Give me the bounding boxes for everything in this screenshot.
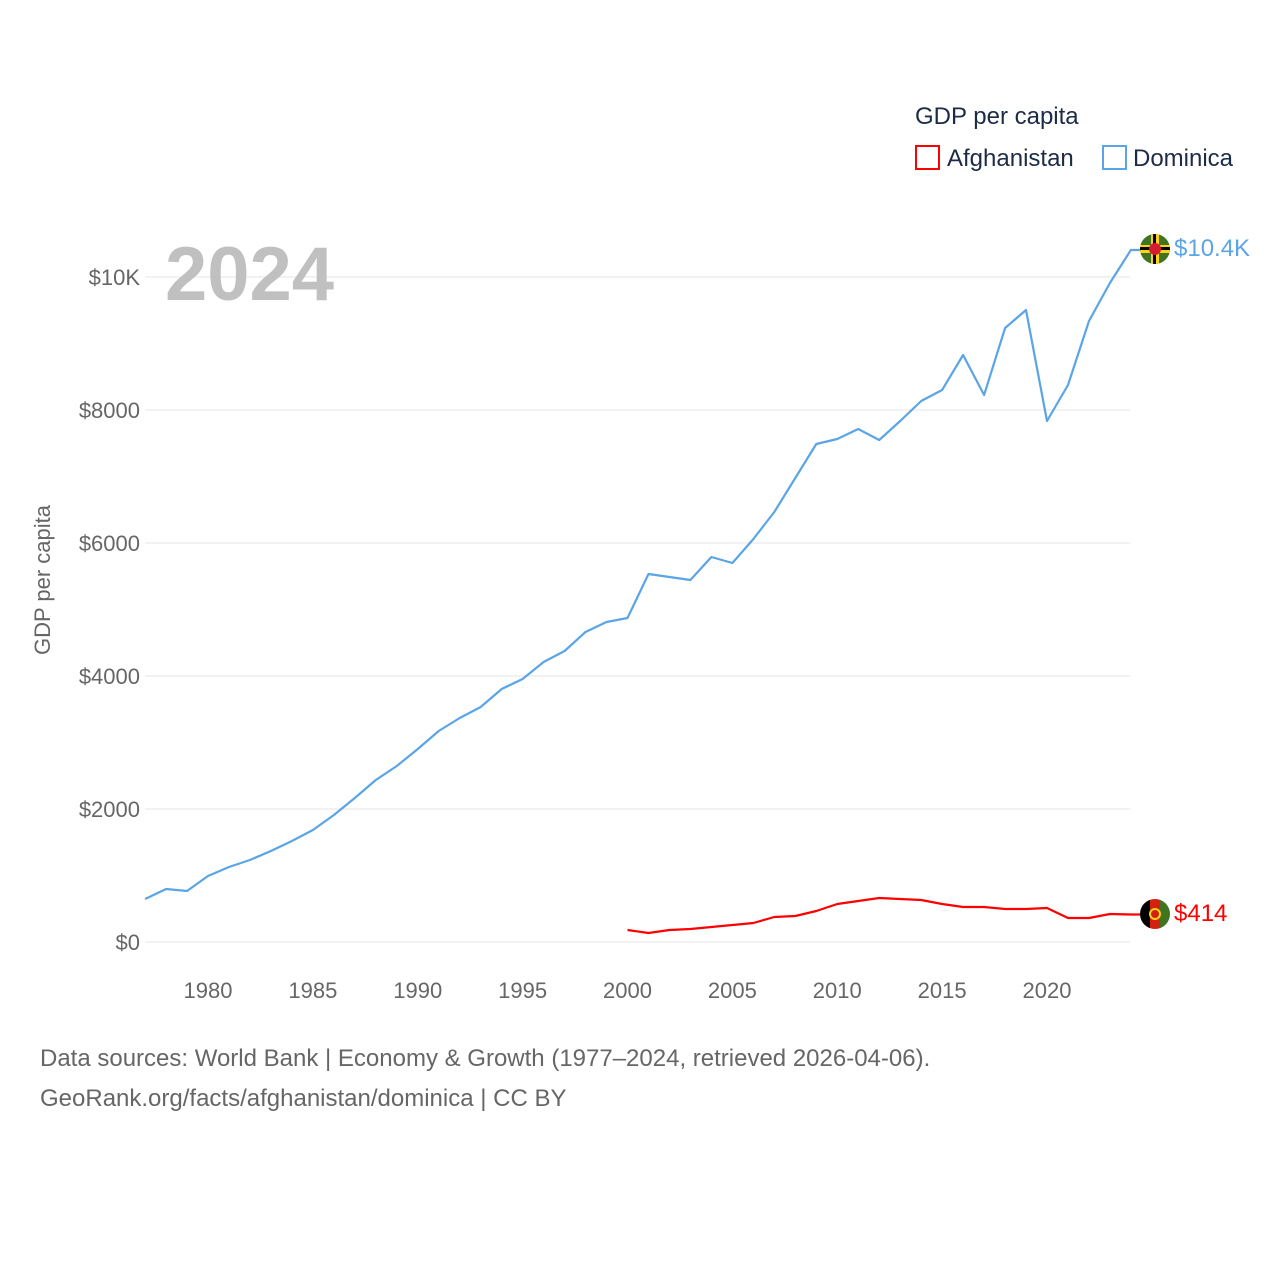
x-tick-label: 2010	[813, 978, 862, 1003]
series-line-afghanistan	[627, 896, 1140, 935]
legend: GDP per capita Afghanistan Dominica	[915, 103, 1234, 172]
x-tick-label: 2015	[918, 978, 967, 1003]
y-tick-label: $4000	[79, 664, 140, 689]
legend-swatch-afghanistan[interactable]	[915, 145, 940, 170]
afghanistan-end-label: $414	[1174, 900, 1227, 927]
footer-sources: Data sources: World Bank | Economy & Gro…	[40, 1045, 931, 1072]
legend-label-afghanistan[interactable]: Afghanistan	[947, 145, 1074, 172]
y-tick-label: $10K	[89, 265, 141, 290]
year-label: 2024	[165, 232, 334, 317]
dominica-flag-icon	[1140, 234, 1170, 264]
x-tick-label: 1985	[288, 978, 337, 1003]
legend-title: GDP per capita	[915, 103, 1079, 130]
legend-swatch-dominica[interactable]	[1102, 145, 1127, 170]
y-tick-label: $8000	[79, 398, 140, 423]
y-tick-label: $2000	[79, 797, 140, 822]
afghanistan-flag-icon	[1140, 899, 1170, 929]
x-tick-label: 1980	[184, 978, 233, 1003]
x-tick-label: 2005	[708, 978, 757, 1003]
x-tick-label: 2020	[1023, 978, 1072, 1003]
legend-label-dominica[interactable]: Dominica	[1133, 145, 1234, 172]
footer-attribution[interactable]: GeoRank.org/facts/afghanistan/dominica |…	[40, 1085, 567, 1112]
series-line-dominica	[144, 248, 1140, 900]
y-axis-label: GDP per capita	[30, 504, 55, 655]
dominica-end-label: $10.4K	[1174, 235, 1250, 262]
y-tick-label: $0	[116, 930, 140, 955]
x-tick-label: 1990	[393, 978, 442, 1003]
y-tick-label: $6000	[79, 531, 140, 556]
x-tick-label: 1995	[498, 978, 547, 1003]
x-tick-label: 2000	[603, 978, 652, 1003]
